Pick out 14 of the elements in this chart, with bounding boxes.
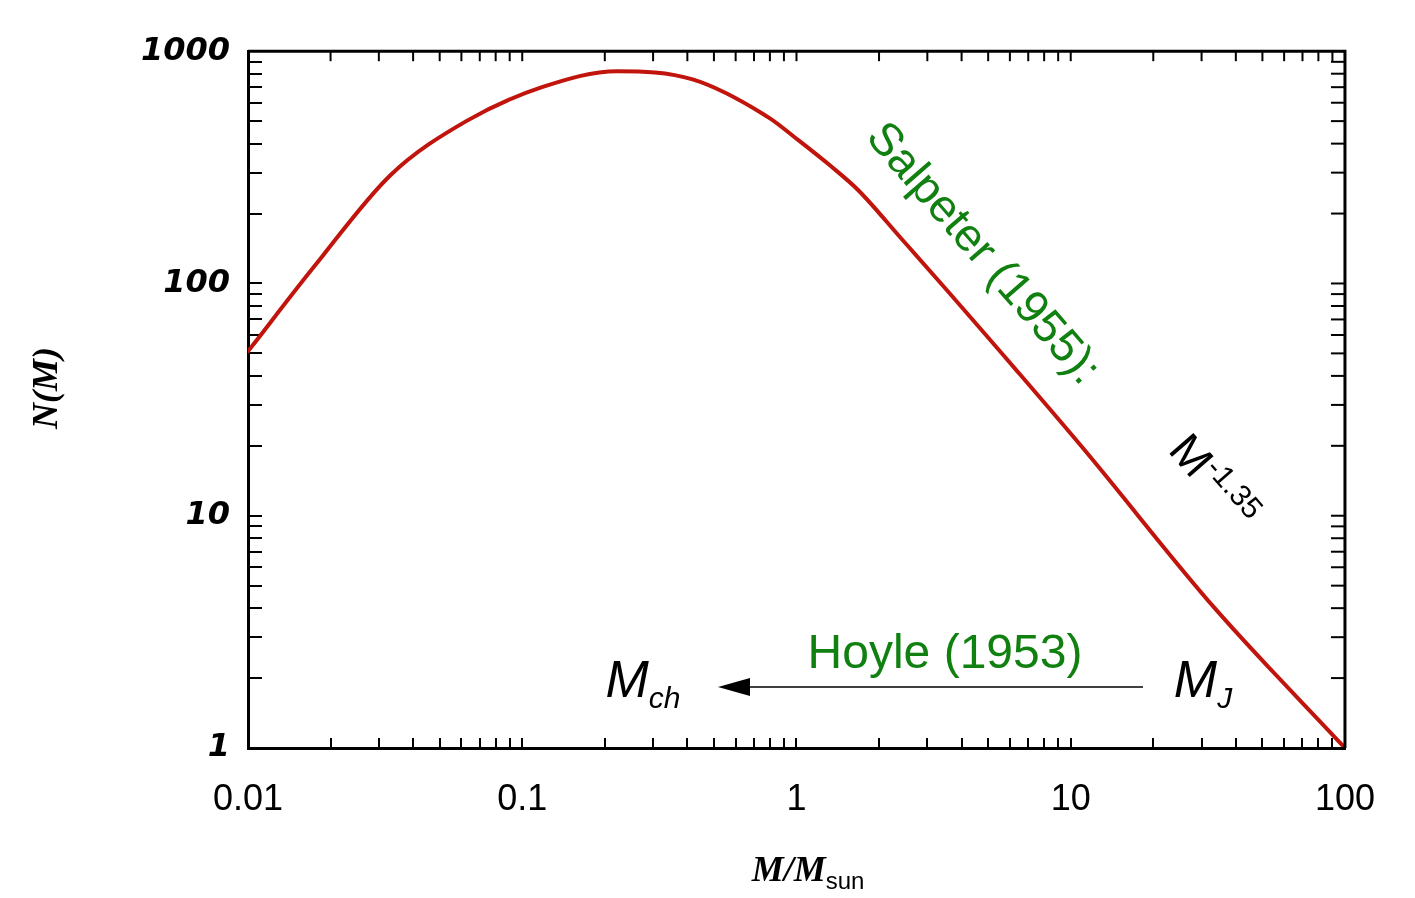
annotation: M$_{ch}$: [605, 649, 681, 715]
x-axis-title: M/M$_{sun}$: [751, 848, 865, 895]
x-tick-label: 1: [786, 776, 807, 818]
x-tick-label: 0.01: [212, 776, 284, 818]
annotation: Hoyle (1953): [807, 625, 1083, 678]
x-tick-label: 100: [1314, 776, 1376, 818]
y-tick-label: 100: [163, 261, 230, 300]
y-axis-title: N(M): [25, 347, 65, 429]
x-tick-label: 0.1: [497, 776, 548, 818]
y-tick-label: 1: [207, 726, 230, 765]
y-tick-label: 1000: [140, 29, 230, 68]
x-tick-label: 10: [1050, 776, 1091, 818]
y-tick-label: 10: [185, 494, 230, 533]
annotation: M$_{J}$: [1173, 649, 1233, 715]
